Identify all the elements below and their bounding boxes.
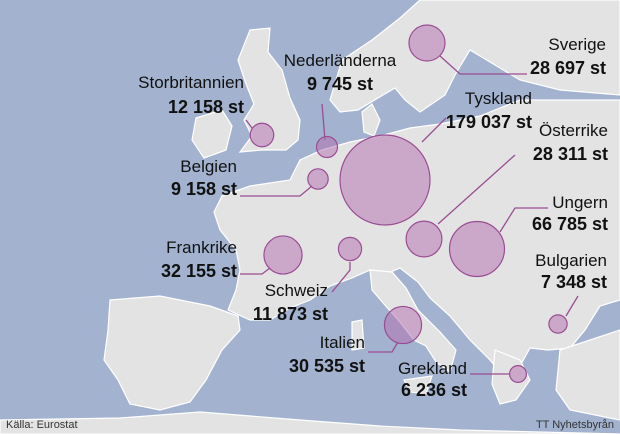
region-name: Belgien	[180, 157, 237, 176]
leader-line	[421, 117, 447, 143]
region-value: 11 873 st	[253, 304, 328, 324]
bubble	[339, 134, 431, 226]
leader-line	[321, 103, 326, 141]
region-name: Sverige	[548, 35, 606, 54]
region-name: Österrike	[539, 121, 608, 140]
region-name: Italien	[320, 333, 365, 352]
leader-line	[240, 267, 271, 275]
bubble	[405, 220, 443, 258]
region-value: 179 037 st	[446, 112, 532, 132]
bubble	[408, 24, 446, 62]
region-value: 28 697 st	[530, 58, 606, 78]
bubble	[383, 305, 423, 345]
bubble	[315, 135, 339, 159]
region-value: 28 311 st	[533, 144, 608, 164]
region-value: 66 785 st	[532, 214, 608, 234]
region-name: Ungern	[552, 193, 608, 212]
region-name: Tyskland	[465, 89, 532, 108]
region-value: 9 745 st	[307, 74, 373, 94]
bubble	[548, 314, 568, 334]
bubble	[307, 168, 329, 190]
region-value: 12 158 st	[168, 97, 244, 117]
leader-line	[240, 185, 313, 197]
leader-line	[565, 295, 579, 317]
region-name: Storbritannien	[138, 73, 244, 92]
region-value: 7 348 st	[541, 272, 607, 292]
credit: TT Nyhetsbyrån	[536, 419, 614, 431]
region-value: 9 158 st	[171, 179, 237, 199]
leader-line	[499, 207, 548, 233]
bubble	[448, 220, 506, 278]
bubble	[337, 236, 363, 262]
bubbles	[240, 24, 579, 383]
labels: Storbritannien 12 158 st Nederländerna 9 74…	[138, 35, 608, 400]
region-value: 6 236 st	[401, 380, 467, 400]
leader-line	[331, 262, 351, 293]
region-name: Grekland	[398, 359, 467, 378]
region-value: 30 535 st	[289, 356, 365, 376]
leader-line	[245, 119, 253, 129]
region-name: Nederländerna	[284, 51, 397, 70]
region-value: 32 155 st	[161, 261, 237, 281]
region-name: Schweiz	[265, 281, 328, 300]
leader-line	[437, 154, 516, 225]
source: Källa: Eurostat	[6, 419, 78, 431]
leader-line	[368, 341, 399, 353]
region-name: Frankrike	[166, 238, 237, 257]
bubble	[509, 365, 527, 383]
leader-line	[439, 55, 527, 75]
bubble	[249, 122, 275, 148]
bubble	[263, 235, 303, 275]
region-name: Bulgarien	[535, 251, 607, 270]
